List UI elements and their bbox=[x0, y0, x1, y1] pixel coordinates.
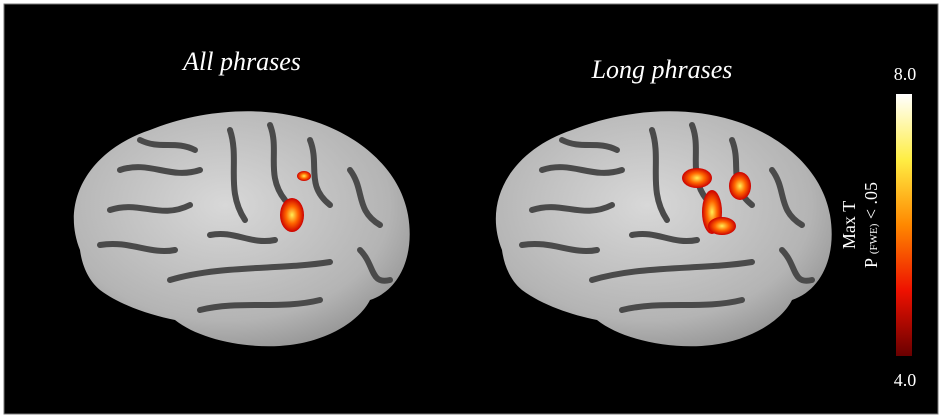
panel-title: All phrases bbox=[181, 47, 301, 76]
brain-right bbox=[496, 111, 832, 346]
colorbar-label: Max T bbox=[839, 201, 859, 249]
sublabel-prefix: P bbox=[861, 258, 881, 268]
brain-left bbox=[74, 111, 410, 346]
panel-title: Long phrases bbox=[591, 55, 733, 84]
colorbar-min: 4.0 bbox=[894, 370, 917, 390]
colorbar-max: 8.0 bbox=[894, 64, 917, 84]
colorbar bbox=[896, 94, 912, 356]
sublabel-suffix: < .05 bbox=[861, 182, 881, 219]
colorbar-sublabel: P (FWE) < .05 bbox=[861, 182, 881, 268]
sublabel-sub: (FWE) bbox=[868, 223, 880, 254]
